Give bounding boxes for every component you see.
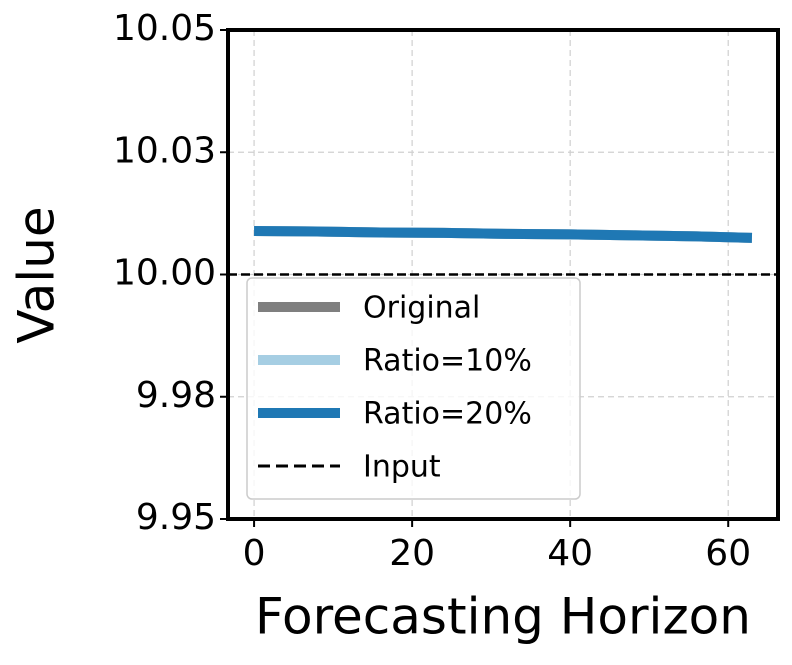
legend-box [246, 277, 581, 500]
legend: Original Ratio=10% Ratio=20% Input [246, 277, 581, 500]
legend-label: Ratio=10% [363, 344, 532, 379]
x-tick-label: 20 [389, 533, 435, 574]
y-axis-label: Value [8, 206, 66, 343]
x-axis-label: Forecasting Horizon [255, 588, 751, 646]
y-tick-label: 10.05 [113, 8, 216, 49]
x-tick-label: 40 [547, 533, 593, 574]
y-tick-label: 10.00 [113, 253, 216, 294]
legend-label: Original [363, 291, 480, 326]
legend-label: Input [363, 450, 441, 485]
y-tick-label: 9.95 [136, 497, 216, 538]
series-line [254, 225, 753, 243]
axes-frame [226, 28, 780, 521]
x-tick-label: 0 [243, 533, 266, 574]
legend-label: Ratio=20% [363, 397, 532, 432]
y-tick-label: 9.98 [136, 375, 216, 416]
y-tick-label: 10.03 [113, 130, 216, 171]
x-tick-label: 60 [705, 533, 751, 574]
